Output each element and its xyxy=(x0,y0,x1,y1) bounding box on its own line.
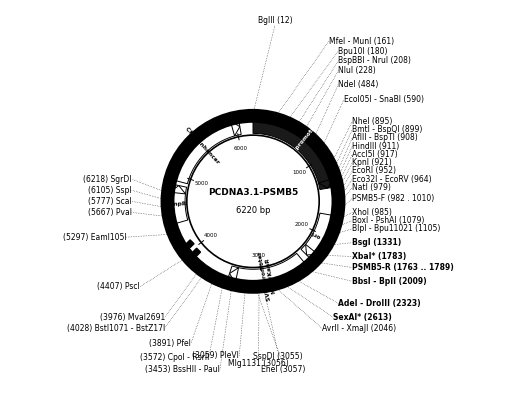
Polygon shape xyxy=(172,119,241,184)
Text: AccI5I (917): AccI5I (917) xyxy=(351,150,397,159)
Text: (4407) PscI: (4407) PscI xyxy=(97,282,140,291)
Text: SspDI (3055): SspDI (3055) xyxy=(252,352,302,361)
Text: (5297) EamI105I: (5297) EamI105I xyxy=(63,233,126,242)
Text: (3059) PleVI: (3059) PleVI xyxy=(192,351,239,360)
Text: CMV promoter: CMV promoter xyxy=(284,123,318,163)
Text: BsgI (1331): BsgI (1331) xyxy=(351,238,401,247)
Text: MIg1131 (3056): MIg1131 (3056) xyxy=(228,358,288,367)
Text: AvrII - XmaJI (2046): AvrII - XmaJI (2046) xyxy=(321,324,395,333)
Text: 2000: 2000 xyxy=(294,222,309,228)
Text: BoxI - PshAI (1079): BoxI - PshAI (1079) xyxy=(351,216,424,225)
Text: KpnI (921): KpnI (921) xyxy=(351,158,391,167)
Text: (6105) SspI: (6105) SspI xyxy=(88,186,131,195)
Text: NdeI (484): NdeI (484) xyxy=(338,80,378,89)
Text: (3453) BssHII - PauI: (3453) BssHII - PauI xyxy=(145,365,220,374)
Text: (3891) PfeI: (3891) PfeI xyxy=(149,339,190,348)
Polygon shape xyxy=(169,185,185,194)
Text: BmtI - BspQI (899): BmtI - BspQI (899) xyxy=(351,125,422,134)
Polygon shape xyxy=(169,184,187,224)
Text: CMV enhancer: CMV enhancer xyxy=(183,126,219,165)
Polygon shape xyxy=(230,121,239,136)
Text: PSMB5-R (1763 .. 1789): PSMB5-R (1763 .. 1789) xyxy=(351,263,453,272)
Text: EcoRI (952): EcoRI (952) xyxy=(351,167,395,176)
Text: BspBBI - NruI (208): BspBBI - NruI (208) xyxy=(338,56,411,65)
Text: (5667) PvaI: (5667) PvaI xyxy=(87,208,131,217)
Text: AmpR: AmpR xyxy=(167,201,187,207)
Text: BlpI - Bpu11021 (1105): BlpI - Bpu11021 (1105) xyxy=(351,224,440,233)
Text: (5777) ScaI: (5777) ScaI xyxy=(88,197,131,206)
Text: NatI (979): NatI (979) xyxy=(351,183,390,192)
Text: (6218) SgrDI: (6218) SgrDI xyxy=(83,175,131,184)
Text: 5000: 5000 xyxy=(194,181,208,186)
Text: 1000: 1000 xyxy=(291,170,306,175)
Polygon shape xyxy=(318,179,333,188)
Text: NheI (895): NheI (895) xyxy=(351,117,392,126)
Text: SexAI* (2613): SexAI* (2613) xyxy=(332,313,391,321)
Text: f1 ori: f1 ori xyxy=(311,230,329,243)
Text: AdeI - DroIII (2323): AdeI - DroIII (2323) xyxy=(338,299,420,308)
Text: Eco32I - EcoRV (964): Eco32I - EcoRV (964) xyxy=(351,175,431,184)
Text: (3572) CpoI - RsrII: (3572) CpoI - RsrII xyxy=(139,353,209,362)
Polygon shape xyxy=(252,118,335,189)
Text: BbsI - BpII (2009): BbsI - BpII (2009) xyxy=(351,277,426,286)
Text: XhoI (985): XhoI (985) xyxy=(351,208,391,217)
Text: 3000: 3000 xyxy=(251,253,266,258)
Text: (3976) MvaI2691: (3976) MvaI2691 xyxy=(99,313,165,321)
Text: MfeI - MunI (161): MfeI - MunI (161) xyxy=(328,37,393,46)
Polygon shape xyxy=(229,268,238,283)
Polygon shape xyxy=(192,248,200,256)
Text: Bpu10I (180): Bpu10I (180) xyxy=(338,46,387,55)
Text: (4028) BstI1071 - BstZ17I: (4028) BstI1071 - BstZ17I xyxy=(66,324,165,333)
Polygon shape xyxy=(300,213,335,261)
Text: 4000: 4000 xyxy=(203,233,217,238)
Text: PSMB5-F (982 . 1010): PSMB5-F (982 . 1010) xyxy=(351,194,434,203)
Text: PCDNA3.1-PSMB5: PCDNA3.1-PSMB5 xyxy=(208,188,297,197)
Text: BglII (12): BglII (12) xyxy=(257,16,292,25)
Polygon shape xyxy=(305,244,317,255)
Text: NluI (228): NluI (228) xyxy=(338,66,376,75)
Polygon shape xyxy=(186,240,193,248)
Text: 6000: 6000 xyxy=(233,146,247,151)
Text: EheI (3057): EheI (3057) xyxy=(261,365,305,375)
Text: EcoI05I - SnaBI (590): EcoI05I - SnaBI (590) xyxy=(343,95,423,104)
Text: SV40 promoter
NeoR/KanR: SV40 promoter NeoR/KanR xyxy=(257,250,277,301)
Text: AflII - BspTI (908): AflII - BspTI (908) xyxy=(351,133,417,142)
Text: 6220 bp: 6220 bp xyxy=(235,206,270,215)
Text: HindIII (911): HindIII (911) xyxy=(351,141,399,151)
Polygon shape xyxy=(227,253,306,285)
Text: XbaI* (1783): XbaI* (1783) xyxy=(351,252,406,261)
